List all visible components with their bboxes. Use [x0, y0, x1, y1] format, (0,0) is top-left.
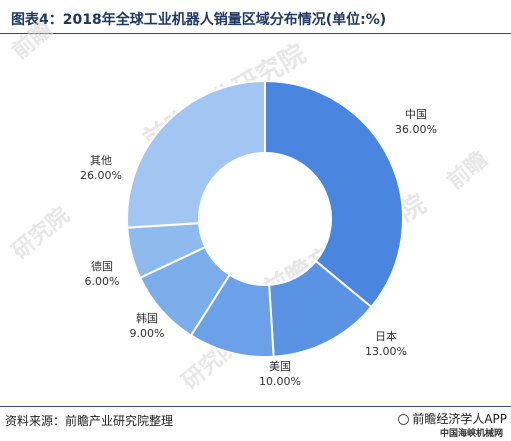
slice-label-0: 中国	[405, 108, 427, 121]
watermark-logo-1: 前瞻	[7, 16, 57, 64]
sub-brand: 中国海峡机械网	[439, 429, 503, 439]
slice-label-2: 美国	[269, 360, 291, 373]
slice-value-0: 36.00%	[395, 123, 437, 136]
slice-label-5: 其他	[90, 154, 112, 167]
watermark-logo-5: 前瞻	[442, 146, 492, 194]
slice-0	[264, 79, 404, 309]
watermark-logo-3: 研究院	[7, 202, 74, 264]
slice-labels: 中国 36.00% 日本 13.00% 美国 10.00% 韩国 9.00% 德国 6.00% 其他…	[80, 108, 437, 388]
footer-divider	[0, 406, 511, 407]
source-note: 资料来源：前瞻产业研究院整理	[5, 414, 174, 428]
slice-value-1: 13.00%	[365, 345, 407, 358]
slice-5	[126, 79, 266, 229]
slice-label-1: 日本	[375, 329, 397, 343]
brand-logo-icon	[398, 414, 410, 425]
slice-value-2: 10.00%	[259, 375, 301, 388]
slice-value-4: 6.00%	[85, 275, 120, 288]
slice-value-5: 26.00%	[80, 169, 122, 182]
chart-title: 图表4：2018年全球工业机器人销量区域分布情况(单位:%)	[11, 12, 387, 28]
title-divider	[0, 33, 511, 34]
brand-label: 前瞻经济学人APP	[412, 412, 507, 426]
slice-label-4: 德国	[91, 259, 113, 273]
slice-value-3: 9.00%	[130, 327, 165, 340]
slice-label-3: 韩国	[136, 311, 158, 325]
title-bar: 图表4：2018年全球工业机器人销量区域分布情况(单位:%)	[0, 0, 511, 34]
brand-name: 前瞻经济学人APP	[398, 410, 507, 427]
slices	[126, 79, 404, 358]
